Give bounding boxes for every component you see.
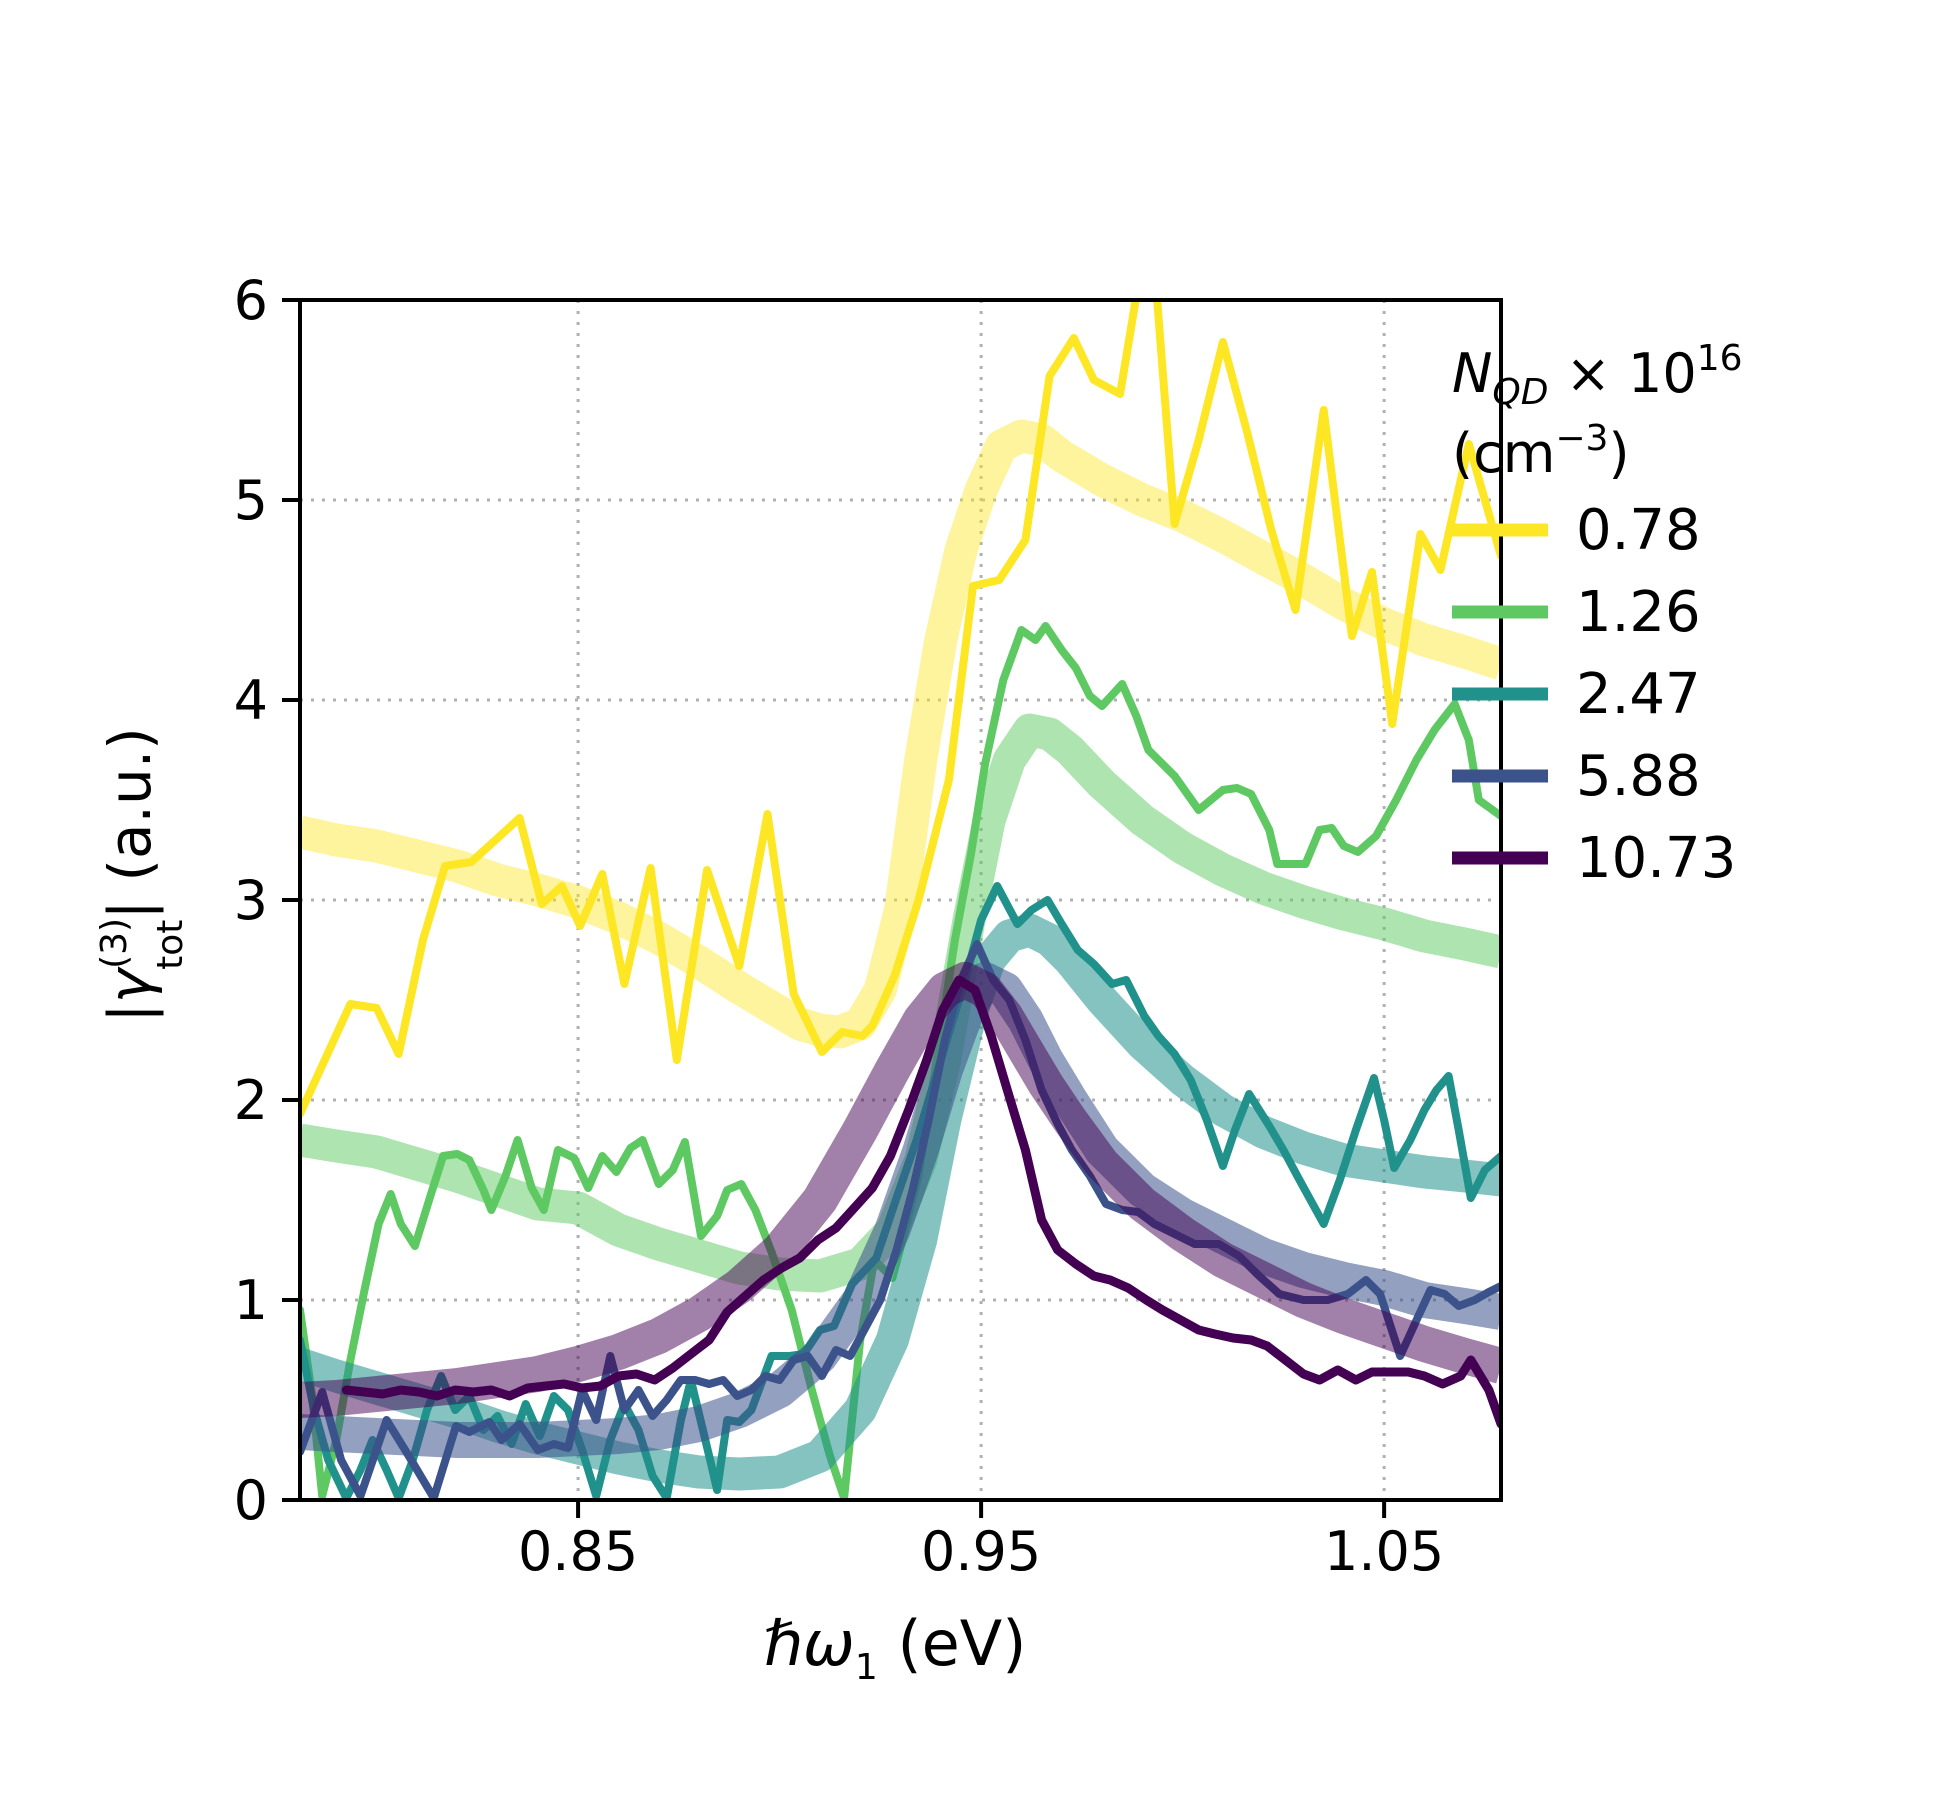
- y-tick-label: 1: [234, 1269, 268, 1332]
- legend-value-label: 10.73: [1576, 826, 1736, 891]
- legend-value-label: 2.47: [1576, 662, 1701, 727]
- legend-item-2.47: 2.47: [1452, 662, 1701, 727]
- series-band-10.73: [300, 962, 1501, 1418]
- legend-item-10.73: 10.73: [1452, 826, 1736, 891]
- legend-title-line1: NQD × 1016: [1452, 338, 1743, 413]
- legend-item-5.88: 5.88: [1452, 744, 1701, 809]
- x-tick-label: 0.95: [921, 1520, 1041, 1583]
- y-tick-label: 3: [234, 869, 268, 932]
- y-tick-label: 5: [234, 469, 268, 532]
- series-group: [300, 300, 1501, 1500]
- y-tick-label: 4: [234, 669, 268, 732]
- gridlines: [300, 300, 1501, 1500]
- legend-item-0.78: 0.78: [1452, 498, 1701, 563]
- legend-item-1.26: 1.26: [1452, 580, 1701, 645]
- legend-value-label: 0.78: [1576, 498, 1701, 563]
- y-tick-label: 6: [234, 269, 268, 332]
- legend: 0.78 1.26 2.47 5.88 10.73: [1452, 498, 1736, 891]
- y-axis-label: |γ(3) tot| (a.u.): [94, 727, 191, 1023]
- legend-value-label: 1.26: [1576, 580, 1701, 645]
- series-band-0.78: [300, 419, 1501, 1049]
- y-tick-label: 0: [234, 1469, 268, 1532]
- x-tick-label: 1.05: [1324, 1520, 1444, 1583]
- x-axis-label: ℏω1 (eV): [764, 1607, 1027, 1688]
- legend-value-label: 5.88: [1576, 744, 1701, 809]
- tick-labels: 0 1 2 3 4 5 6 0.85 0.95 1.05: [234, 269, 1445, 1583]
- series-band-5.88: [300, 962, 1501, 1458]
- series-line-10.73: [341, 975, 1501, 1429]
- legend-title-line2: (cm−3): [1452, 418, 1630, 485]
- x-tick-label: 0.85: [518, 1520, 638, 1583]
- y-tick-label: 2: [234, 1069, 268, 1132]
- series-line-0.78: [300, 300, 1501, 1118]
- tick-marks: [282, 298, 1387, 1518]
